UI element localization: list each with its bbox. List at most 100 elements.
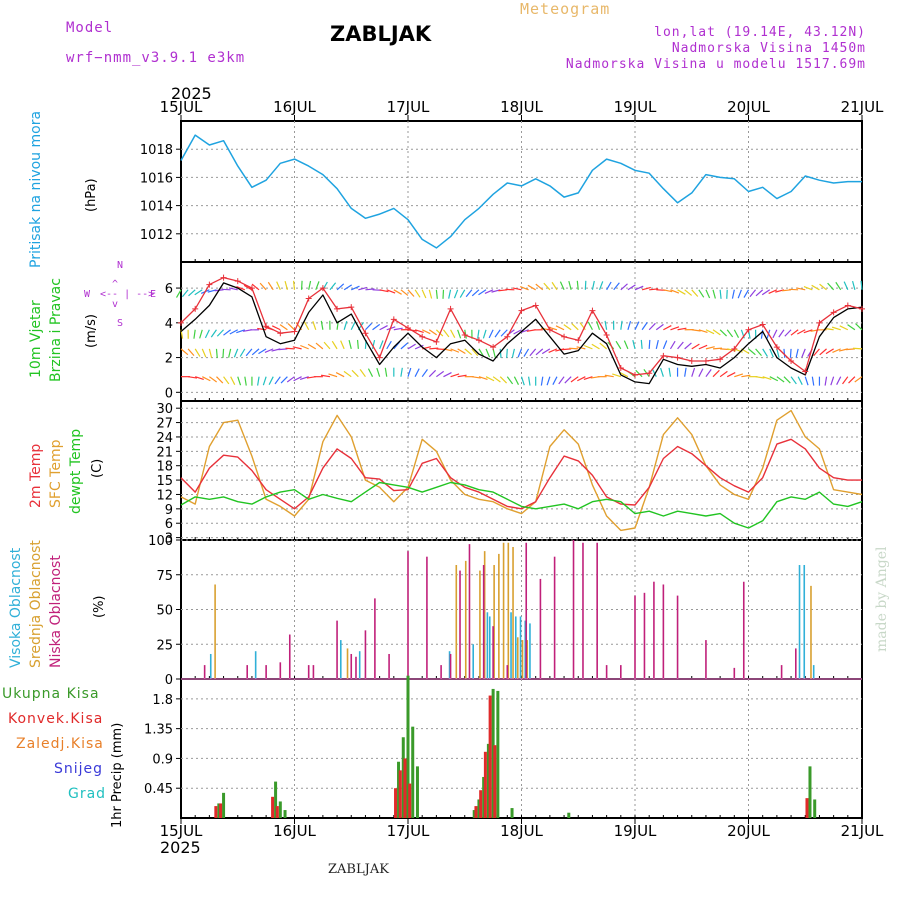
wind-arrow <box>649 288 659 291</box>
precip-conv-bar <box>479 790 483 818</box>
wind-arrow <box>457 329 462 339</box>
wind-arrow <box>488 329 494 339</box>
gust-marker <box>305 295 312 302</box>
wind-arrow <box>772 329 778 339</box>
y-tick-label: 0 <box>165 673 173 688</box>
wind-arrow <box>208 348 213 358</box>
wind-arrow <box>819 348 827 356</box>
wind-arrow <box>705 346 715 350</box>
wind-arrow <box>276 281 281 291</box>
wind-arrow <box>478 289 487 296</box>
wind-arrow <box>494 329 501 338</box>
compass-w: W <box>84 289 91 300</box>
wind-arrow <box>216 329 224 337</box>
wind-arrow <box>421 369 428 378</box>
precip-total-bar <box>406 675 410 818</box>
gust-marker <box>192 305 199 312</box>
wind-arrow <box>236 329 246 334</box>
wind-arrow <box>284 280 288 290</box>
wind-arrow <box>648 339 651 349</box>
wind-arrow <box>712 369 720 378</box>
gust-marker <box>248 285 255 292</box>
wind-arrow <box>328 373 338 378</box>
wind-arrow <box>819 283 827 291</box>
wind-arrow <box>251 283 260 291</box>
wind-arrow <box>421 329 431 335</box>
wind-arrow <box>499 348 502 358</box>
wind-arrow <box>627 284 636 291</box>
wind-arrow <box>761 289 771 296</box>
gust-marker <box>348 304 355 311</box>
precip-total-bar <box>813 799 817 818</box>
wind-arrow <box>670 289 680 294</box>
sfc-temp-line <box>180 409 863 532</box>
wind-arrow <box>259 282 267 291</box>
gust-marker <box>830 309 837 316</box>
precip-conv-bar <box>805 798 809 818</box>
wind-arrow <box>860 280 863 290</box>
dewpt-line <box>180 481 863 529</box>
wind-arrow <box>570 376 579 383</box>
precip-conv-bar <box>219 803 223 818</box>
wind-arrow <box>795 348 799 358</box>
wind-arrow <box>492 348 496 358</box>
wind-arrow <box>749 289 757 298</box>
precip-conv-bar <box>474 806 478 818</box>
wind-arrow <box>789 348 792 358</box>
wind-arrow <box>312 321 317 330</box>
x-tick-label-top: 20JUL <box>727 98 770 116</box>
wind-arrow <box>563 324 572 331</box>
wind-arrow <box>598 281 604 291</box>
wind-arrow <box>835 281 842 291</box>
gust-marker <box>844 302 851 309</box>
wind-arrow <box>523 348 530 357</box>
wind-arrow <box>384 367 388 377</box>
wind-arrow <box>748 348 756 356</box>
compass-n: N <box>117 260 124 271</box>
wind-arrow <box>464 329 467 339</box>
wind-arrow <box>258 348 267 355</box>
wind-arrow <box>407 289 415 297</box>
wind-arrow <box>236 286 246 291</box>
wind-arrow <box>691 329 701 332</box>
wind-arrow <box>613 282 620 291</box>
wind-arrow <box>604 374 614 378</box>
model-altitude-label: Nadmorska Visina u modelu 1517.69m <box>565 57 866 72</box>
wind-arrow <box>612 373 621 378</box>
wind-arrow <box>335 372 345 378</box>
wind-arrow <box>264 348 274 353</box>
wind-arrow <box>267 281 274 291</box>
wind-arrow <box>251 348 260 356</box>
wind-arrow <box>599 342 608 350</box>
precip-conv-bar <box>271 796 275 818</box>
wind-arrow <box>734 373 744 378</box>
gust-marker <box>802 368 809 375</box>
precip-total-bar <box>491 688 495 818</box>
wind-arrow <box>478 348 485 357</box>
wind-arrow <box>848 376 856 384</box>
lonlat-label: lon,lat (19.14E, 43.12N) <box>654 25 866 40</box>
wind-arrow <box>443 372 452 378</box>
gust-marker <box>263 323 270 330</box>
wind-arrow <box>336 283 345 291</box>
wind-arrow <box>187 376 198 379</box>
wind-arrow <box>351 285 360 291</box>
wind-arrow <box>519 286 529 291</box>
wind-arrow <box>237 376 242 386</box>
wind-arrow <box>535 283 544 291</box>
wind-arrow <box>450 348 460 353</box>
wind-arrow <box>698 368 704 377</box>
wind-arrow <box>365 288 375 291</box>
gust-marker <box>589 307 596 314</box>
x-tick-label-top: 21JUL <box>841 98 884 116</box>
wind-arrow <box>343 284 353 291</box>
gust-marker <box>702 358 709 365</box>
wind-arrow <box>421 289 427 299</box>
wind-arrow <box>485 348 491 358</box>
precip-conv-bar <box>488 695 492 818</box>
wind-arrow <box>577 376 586 382</box>
wind-arrow <box>811 376 815 386</box>
x-tick-label-bottom: 16JUL <box>273 822 316 840</box>
wind-arrow <box>271 325 281 331</box>
x-tick-label-top: 17JUL <box>387 98 430 116</box>
